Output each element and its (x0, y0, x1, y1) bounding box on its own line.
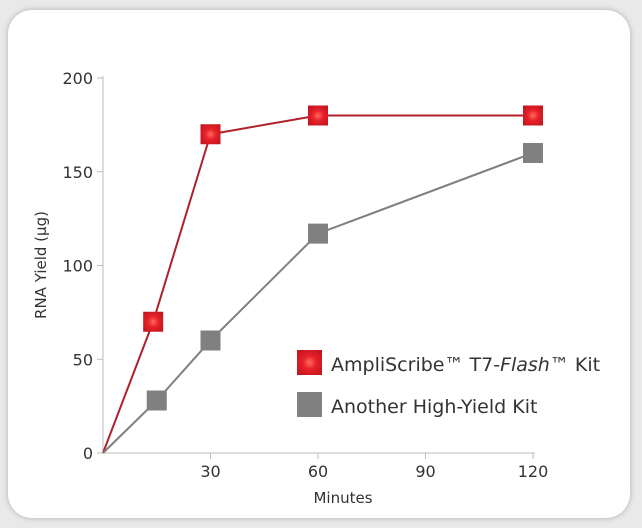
data-point-1 (146, 390, 167, 411)
chart-card (8, 10, 630, 518)
data-point-1 (308, 223, 328, 244)
x-tick-label: 120 (518, 462, 549, 481)
y-tick-label: 0 (83, 444, 93, 463)
legend-swatch-1 (297, 392, 322, 417)
y-axis-label: RNA Yield (µg) (32, 211, 50, 319)
data-point-0 (523, 105, 543, 126)
legend-label-0: AmpliScribe™ T7-Flash™ Kit (331, 354, 600, 376)
data-point-0 (200, 124, 221, 145)
y-tick-label: 150 (62, 163, 93, 182)
legend-swatch-0 (297, 350, 322, 375)
y-tick-label: 200 (62, 69, 93, 88)
data-point-0 (308, 105, 328, 126)
y-tick-label: 50 (73, 350, 93, 369)
data-point-1 (200, 330, 221, 351)
x-tick-label: 30 (200, 462, 220, 481)
x-tick-label: 90 (415, 462, 435, 481)
data-point-0 (143, 311, 164, 332)
x-axis-label: Minutes (313, 489, 372, 507)
x-tick-label: 60 (308, 462, 328, 481)
y-tick-label: 100 (62, 257, 93, 276)
legend-label-1: Another High-Yield Kit (331, 396, 537, 418)
data-point-1 (523, 143, 543, 163)
